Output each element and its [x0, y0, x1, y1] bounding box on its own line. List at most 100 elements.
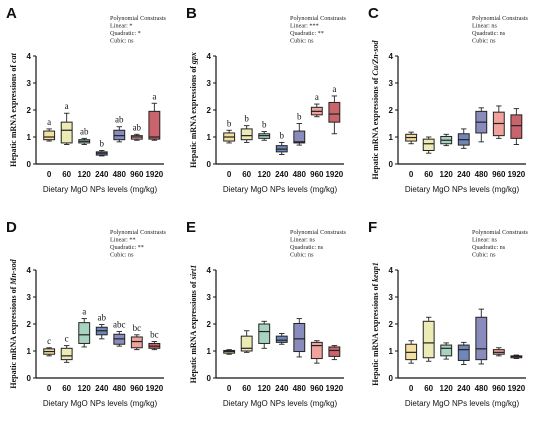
box-body: [328, 346, 341, 357]
significance-letter: abc: [113, 320, 126, 330]
box-body: [475, 316, 488, 361]
x-axis-label: Dietary MgO NPs levels (mg/kg): [405, 185, 520, 194]
y-tick-label: 0: [207, 374, 212, 383]
x-tick-label: 240: [95, 170, 109, 179]
y-tick-label: 0: [27, 160, 32, 169]
x-tick-label: 0: [47, 170, 52, 179]
box-body: [457, 344, 470, 361]
contrast-annotation-line: Polynomial Constrasts: [110, 229, 166, 236]
box-body: [130, 336, 143, 349]
box-240: b: [275, 130, 288, 156]
x-tick-label: 60: [424, 170, 433, 179]
panel-c: C 0 1 2 3 4 Hepatic mRNA expressions of Cu/Zn-…: [368, 5, 528, 194]
x-tick-label: 0: [47, 384, 52, 393]
contrast-annotation-line: Linear: ns: [472, 237, 498, 244]
x-tick-label: 960: [130, 170, 144, 179]
x-tick-label: 120: [258, 170, 272, 179]
box-body: [275, 335, 288, 343]
x-tick-label: 480: [475, 384, 489, 393]
contrast-annotation-line: Polynomial Constrasts: [290, 229, 346, 236]
x-tick-label: 240: [95, 384, 109, 393]
box-480: b: [293, 112, 306, 146]
x-tick-label: 960: [130, 384, 144, 393]
x-tick-label: 0: [227, 170, 232, 179]
box-60: a: [60, 101, 73, 146]
box-body: [240, 335, 253, 352]
contrast-annotation-line: Quadratic: ns: [472, 30, 506, 37]
y-axis-label-prefix: Hepatic mRNA expressions of: [189, 279, 198, 383]
y-tick-label: 3: [207, 293, 212, 302]
box-body: [328, 101, 341, 123]
contrast-annotation-line: Linear: ***: [290, 23, 319, 30]
significance-letter: b: [297, 112, 302, 122]
y-tick-label: 0: [389, 374, 394, 383]
significance-letter: b: [244, 114, 249, 124]
contrast-annotation-line: Cubic: ns: [472, 252, 496, 259]
box-0: [405, 131, 418, 145]
contrast-annotation-line: Polynomial Constrasts: [290, 15, 346, 22]
y-axis-label-gene: cat: [9, 52, 18, 63]
x-tick-label: 60: [62, 170, 71, 179]
contrast-annotation-line: Cubic: ns: [472, 38, 496, 45]
y-axis-label: Hepatic mRNA expressions of keap1: [371, 262, 380, 385]
box-1920: a: [328, 84, 341, 135]
box-480: [475, 308, 488, 365]
box-body: [310, 341, 323, 360]
y-tick-label: 2: [389, 320, 394, 329]
y-axis-label: Hepatic mRNA expressions of Cu/Zn-sod: [371, 40, 380, 180]
x-axis-label: Dietary MgO NPs levels (mg/kg): [405, 399, 520, 408]
x-tick-label: 480: [293, 384, 307, 393]
y-tick-label: 2: [207, 320, 212, 329]
y-tick-label: 4: [389, 52, 394, 61]
x-tick-label: 480: [113, 170, 127, 179]
box-240: [275, 333, 288, 345]
x-tick-label: 60: [424, 384, 433, 393]
contrast-annotation-line: Linear: ns: [290, 237, 316, 244]
y-tick-label: 1: [389, 347, 394, 356]
box-body: [510, 114, 523, 139]
panel-letter: A: [6, 5, 17, 22]
y-axis-label: Hepatic mRNA expressions of cat: [9, 52, 18, 166]
box-960: ab: [130, 122, 143, 141]
box-60: [422, 136, 435, 154]
x-tick-label: 120: [440, 170, 454, 179]
x-tick-label: 60: [242, 170, 251, 179]
box-0: a: [43, 117, 56, 142]
box-1920: a: [148, 91, 161, 141]
y-tick-label: 0: [207, 160, 212, 169]
panel-letter: B: [186, 5, 197, 22]
box-0: [405, 340, 418, 364]
y-tick-label: 2: [389, 106, 394, 115]
x-tick-label: 480: [475, 170, 489, 179]
box-body: [78, 322, 91, 344]
x-tick-label: 0: [227, 384, 232, 393]
box-0: [223, 349, 236, 355]
box-240: b: [95, 139, 108, 157]
significance-letter: a: [47, 117, 51, 127]
significance-letter: a: [315, 92, 319, 102]
x-axis-label: Dietary MgO NPs levels (mg/kg): [43, 399, 158, 408]
box-body: [240, 128, 253, 141]
panel-letter: E: [186, 219, 196, 236]
contrast-annotation-line: Polynomial Constrasts: [472, 229, 528, 236]
contrast-annotation-line: Cubic: ns: [110, 252, 134, 259]
y-axis-label-prefix: Hepatic mRNA expressions of: [9, 63, 18, 167]
x-tick-label: 60: [242, 384, 251, 393]
box-body: [293, 130, 306, 144]
y-axis-label-prefix: Hepatic mRNA expressions of: [371, 76, 380, 180]
contrast-annotation-line: Linear: ns: [472, 23, 498, 30]
y-tick-label: 0: [27, 374, 32, 383]
y-tick-label: 1: [389, 133, 394, 142]
y-tick-label: 3: [389, 79, 394, 88]
x-tick-label: 120: [258, 384, 272, 393]
y-axis-label-gene: keap1: [371, 262, 380, 282]
y-tick-label: 4: [207, 266, 212, 275]
box-1920: [510, 354, 523, 360]
box-body: [148, 110, 161, 140]
y-tick-label: 4: [207, 52, 212, 61]
y-tick-label: 4: [389, 266, 394, 275]
y-tick-label: 1: [27, 347, 32, 356]
contrast-annotation-line: Linear: *: [110, 23, 133, 30]
x-axis-label: Dietary MgO NPs levels (mg/kg): [43, 185, 158, 194]
